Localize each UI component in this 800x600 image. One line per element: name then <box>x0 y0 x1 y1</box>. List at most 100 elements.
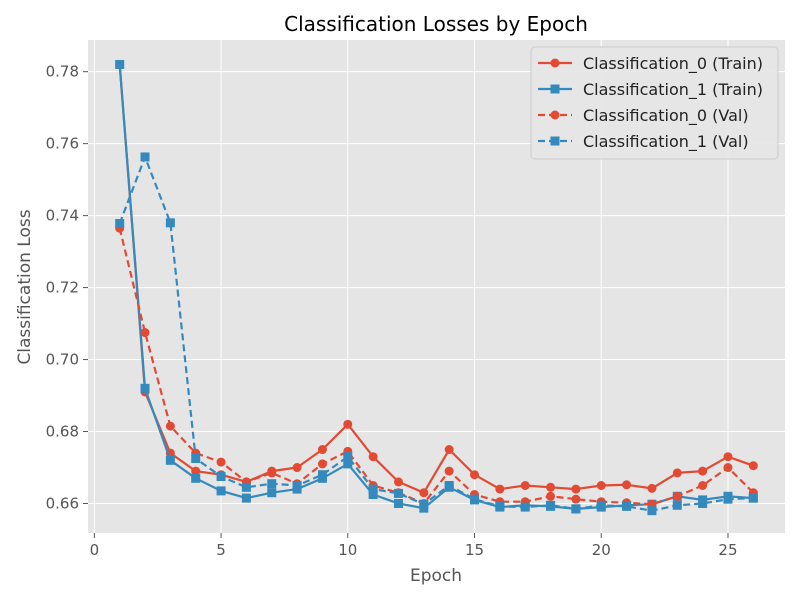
data-point <box>571 494 581 504</box>
series-3 <box>115 152 758 516</box>
data-point <box>419 488 429 498</box>
data-point <box>115 219 125 229</box>
data-point <box>470 494 480 504</box>
grid-lines <box>88 40 785 533</box>
data-point <box>546 500 556 510</box>
legend-label: Classification_1 (Val) <box>583 132 749 152</box>
data-point <box>596 480 606 490</box>
y-tick-label: 0.76 <box>46 135 79 153</box>
legend-marker <box>550 84 560 94</box>
x-tick-label: 0 <box>90 541 100 559</box>
legend-label: Classification_0 (Val) <box>583 106 749 126</box>
data-point <box>216 457 226 467</box>
data-point <box>723 463 733 473</box>
data-point <box>216 472 226 482</box>
x-tick-label: 25 <box>718 541 737 559</box>
legend-entry: Classification_1 (Val) <box>538 132 749 152</box>
data-point <box>546 491 556 501</box>
data-point <box>267 479 277 489</box>
data-point <box>520 502 530 512</box>
y-tick-label: 0.72 <box>46 279 79 297</box>
x-tick-label: 20 <box>592 541 611 559</box>
data-point <box>140 152 150 162</box>
data-point <box>596 500 606 510</box>
data-point <box>191 466 201 476</box>
data-point <box>647 506 657 516</box>
data-point <box>216 486 226 496</box>
data-point <box>393 498 403 508</box>
legend-marker <box>550 58 560 68</box>
y-tick-label: 0.66 <box>46 494 79 512</box>
data-point <box>698 466 708 476</box>
data-point <box>165 455 175 465</box>
data-point <box>495 501 505 511</box>
legend-entry: Classification_0 (Train) <box>538 54 763 74</box>
data-point <box>470 470 480 480</box>
data-point <box>368 452 378 462</box>
data-point <box>444 480 454 490</box>
data-point <box>343 459 353 469</box>
data-point <box>444 466 454 476</box>
data-point <box>748 493 758 503</box>
data-point <box>191 454 201 464</box>
data-point <box>546 482 556 492</box>
series-layer <box>115 59 758 516</box>
data-point <box>622 480 632 490</box>
data-point <box>241 493 251 503</box>
legend-marker <box>550 136 560 146</box>
data-point <box>622 501 632 511</box>
data-point <box>495 484 505 494</box>
data-point <box>292 463 302 473</box>
y-tick-label: 0.74 <box>46 207 79 225</box>
data-point <box>317 459 327 469</box>
y-tick-label: 0.68 <box>46 423 79 441</box>
legend-marker <box>550 110 560 120</box>
data-point <box>368 489 378 499</box>
data-point <box>317 470 327 480</box>
data-point <box>115 59 125 69</box>
legend-entry: Classification_1 (Train) <box>538 80 763 100</box>
chart-title: Classification Losses by Epoch <box>284 12 588 36</box>
data-point <box>267 488 277 498</box>
data-point <box>292 480 302 490</box>
data-point <box>571 504 581 514</box>
data-point <box>241 482 251 492</box>
x-axis-title: Epoch <box>410 566 462 586</box>
data-point <box>419 499 429 509</box>
data-point <box>647 483 657 493</box>
data-point <box>698 498 708 508</box>
data-point <box>672 468 682 478</box>
data-point <box>393 477 403 487</box>
data-point <box>520 480 530 490</box>
data-point <box>723 452 733 462</box>
data-point <box>165 421 175 431</box>
data-point <box>748 461 758 471</box>
data-point <box>571 484 581 494</box>
legend-entry: Classification_0 (Val) <box>538 106 749 126</box>
data-point <box>165 218 175 228</box>
data-point <box>140 383 150 393</box>
y-tick-label: 0.70 <box>46 351 79 369</box>
legend-box <box>530 46 779 160</box>
data-point <box>343 419 353 429</box>
data-point <box>368 484 378 494</box>
x-tick-label: 5 <box>216 541 226 559</box>
data-point <box>140 328 150 338</box>
data-point <box>672 491 682 501</box>
data-point <box>698 480 708 490</box>
y-axis-title: Classification Loss <box>15 209 35 364</box>
x-axis-ticks: 0 5 10 15 20 25 <box>90 533 738 559</box>
legend-label: Classification_1 (Train) <box>583 80 763 100</box>
data-point <box>672 500 682 510</box>
x-tick-label: 10 <box>338 541 357 559</box>
data-point <box>267 468 277 478</box>
data-point <box>343 452 353 462</box>
data-point <box>317 445 327 455</box>
legend-label: Classification_0 (Train) <box>583 54 763 74</box>
data-point <box>191 473 201 483</box>
data-point <box>723 494 733 504</box>
x-tick-label: 15 <box>465 541 484 559</box>
data-point <box>393 488 403 498</box>
y-axis-ticks: 0.66 0.68 0.70 0.72 0.74 0.76 0.78 <box>46 63 88 512</box>
